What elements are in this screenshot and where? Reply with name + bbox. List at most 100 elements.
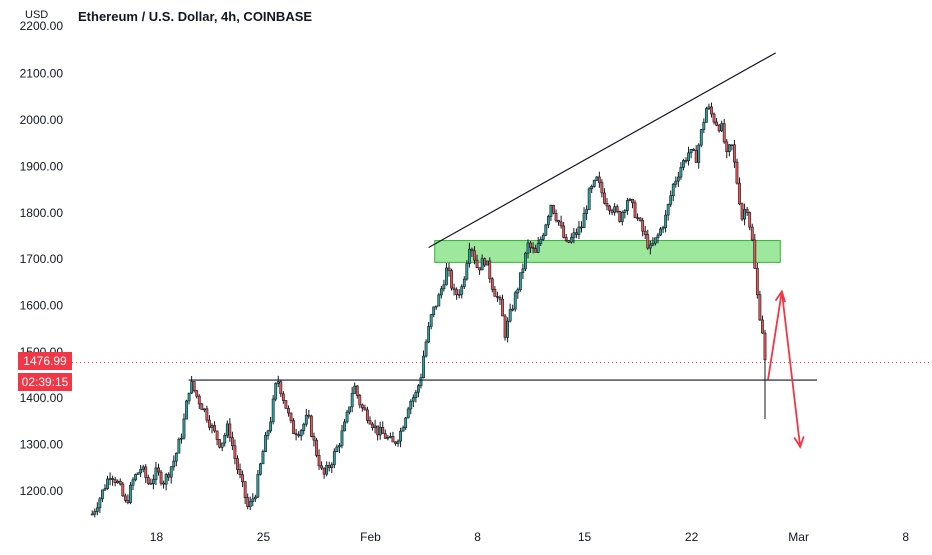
candle-body [200, 403, 204, 410]
candle-body [641, 220, 645, 232]
x-tick-label: Feb [360, 530, 381, 544]
candle-body [236, 458, 239, 470]
symbol-title: Ethereum / U.S. Dollar, 4h, COINBASE [78, 9, 313, 24]
candle-body [131, 479, 135, 486]
candle-body [490, 278, 494, 290]
candle-body [648, 244, 652, 249]
candle-body [299, 430, 303, 437]
candle-body [439, 288, 443, 296]
candle-body [399, 430, 402, 442]
candle-body [715, 121, 718, 126]
candle-body [151, 479, 155, 485]
candle-body [567, 240, 571, 243]
y-tick-label: 1800.00 [20, 206, 64, 220]
candle-body [164, 474, 168, 485]
candle-body [437, 294, 441, 307]
candle-body [669, 195, 673, 205]
projection-down-arrow-head [793, 436, 805, 449]
candle-body [205, 408, 209, 421]
projection-down-arrow-shaft[interactable] [780, 291, 802, 447]
candle-body [521, 268, 525, 273]
candle-body [371, 423, 374, 429]
candle-body [699, 129, 703, 146]
candle-body [159, 471, 163, 484]
resistance-trend-line[interactable] [428, 52, 776, 249]
candle-body [712, 113, 716, 123]
candle-body [587, 188, 591, 210]
candle-body [95, 507, 99, 512]
candle-body [187, 392, 191, 402]
candle-body [90, 513, 94, 516]
candle-body [615, 206, 619, 212]
projection-up-arrow-shaft[interactable] [767, 291, 783, 380]
candle-body [478, 267, 481, 271]
candle-body [508, 309, 512, 322]
candle-body [608, 205, 611, 211]
candle-body [761, 319, 764, 334]
candle-body [679, 167, 683, 178]
candle-body [386, 437, 390, 439]
candle-body [661, 227, 665, 230]
candle-body [210, 425, 214, 428]
candle-body [610, 210, 614, 213]
candle-body [646, 234, 650, 249]
price-unit-label: USD [25, 9, 49, 21]
candle-body [172, 460, 176, 468]
candle-body [684, 160, 688, 162]
candle-body [475, 259, 479, 268]
candle-body [763, 332, 767, 361]
candle-body [427, 326, 431, 343]
candle-body [554, 212, 558, 221]
candle-body [656, 234, 660, 239]
candle-body [98, 498, 102, 509]
candle-body [190, 381, 194, 394]
candle-body [269, 421, 273, 432]
support-zone-rect[interactable] [434, 240, 781, 263]
candle-body [743, 209, 747, 220]
candle-body [748, 212, 752, 228]
candle-body [676, 176, 680, 182]
candle-body [368, 420, 372, 425]
candle-body [185, 400, 188, 420]
candle-body [577, 226, 581, 235]
candle-body [707, 106, 711, 109]
candle-body [230, 437, 234, 447]
candle-body [192, 381, 196, 391]
candle-body [549, 204, 553, 217]
y-tick-label: 1700.00 [20, 252, 64, 266]
candle-body [488, 260, 492, 280]
x-tick-label: 15 [578, 530, 592, 544]
candle-body [506, 320, 510, 338]
candle-body [590, 186, 594, 190]
candle-body [358, 395, 362, 406]
candle-body [569, 237, 573, 243]
candle-body [381, 426, 385, 434]
candle-body [541, 234, 545, 240]
candle-body [238, 469, 242, 475]
candle-body [493, 288, 497, 297]
candle-body [307, 414, 311, 417]
candle-body [531, 247, 535, 249]
candle-body [473, 250, 476, 261]
candle-body [526, 242, 530, 254]
candle-body [292, 420, 295, 434]
candle-body [564, 237, 568, 241]
candle-body [108, 478, 112, 480]
y-tick-label: 1400.00 [20, 391, 64, 405]
candle-body [162, 482, 165, 485]
candle-body [725, 141, 729, 152]
candle-body [134, 474, 137, 481]
candle-body [595, 176, 599, 181]
candle-body [174, 452, 178, 462]
candle-body [259, 463, 262, 475]
candle-body [401, 427, 405, 432]
candle-body [256, 473, 260, 498]
candle-body [294, 433, 298, 436]
x-tick-label: 8 [902, 530, 909, 544]
candle-body [704, 108, 708, 123]
candle-body [636, 217, 639, 219]
candle-body [623, 210, 627, 213]
candle-body [315, 439, 318, 456]
